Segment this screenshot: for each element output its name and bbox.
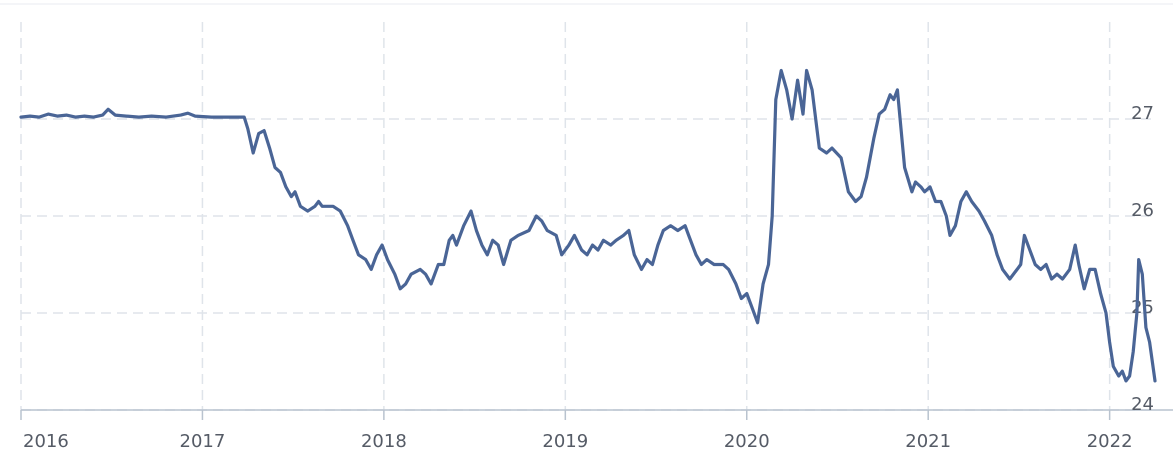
x-tick-label: 2019 bbox=[542, 431, 588, 452]
x-axis-ticks: 2016 2017 2018 2019 2020 2021 2022 bbox=[20, 410, 1133, 452]
grid bbox=[20, 22, 1155, 411]
x-tick-label: 2022 bbox=[1087, 431, 1133, 452]
series-line bbox=[19, 68, 1157, 383]
y-tick-label: 24 bbox=[1131, 394, 1154, 415]
x-tick-label: 2018 bbox=[361, 431, 407, 452]
x-tick-label: 2020 bbox=[724, 431, 770, 452]
x-tick-label: 2021 bbox=[905, 431, 951, 452]
x-tick-label: 2016 bbox=[23, 431, 69, 452]
y-tick-label: 27 bbox=[1131, 103, 1154, 124]
y-tick-label: 26 bbox=[1131, 200, 1154, 221]
x-tick-label: 2017 bbox=[180, 431, 226, 452]
